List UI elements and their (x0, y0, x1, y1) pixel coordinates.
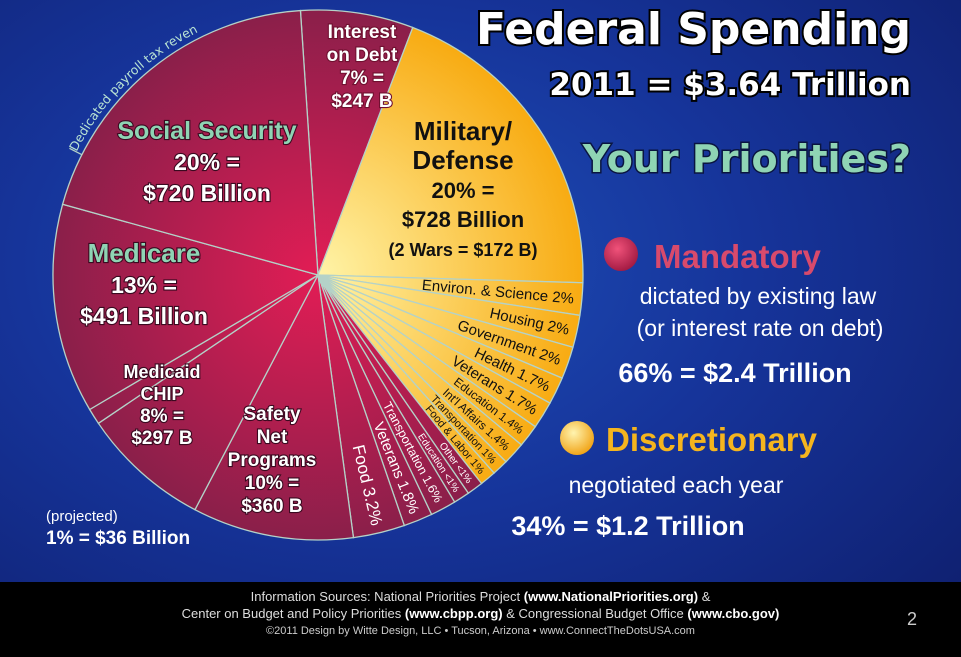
label-interest-3: $247 B (331, 91, 392, 112)
payroll-divider (69, 147, 83, 156)
label-projected-0: (projected) (46, 508, 118, 525)
slice-military (317, 26, 584, 284)
npp-link[interactable]: (www.NationalPriorities.org) (523, 589, 699, 604)
discretionary-legend-dot (560, 421, 594, 455)
chart-subtitle: 2011 = $3.64 Trillion (549, 67, 911, 103)
footer-text: Center on Budget and Policy Priorities (181, 606, 405, 621)
label-medicare-2: $491 Billion (80, 303, 208, 329)
label-safety-net-4: $360 B (241, 496, 302, 517)
footer-sources-line-2: Center on Budget and Policy Priorities (… (0, 606, 961, 621)
label-safety-net-2: Programs (228, 450, 317, 471)
footer-sources-line-1: Information Sources: National Priorities… (0, 589, 961, 604)
label-military-3: $728 Billion (402, 207, 524, 232)
slice-interest (299, 9, 414, 276)
label-military-4: (2 Wars = $172 B) (389, 240, 538, 260)
discretionary-legend-name: Discretionary (606, 421, 818, 458)
mandatory-legend-name: Mandatory (654, 238, 822, 275)
label-medicare-0: Medicare (88, 238, 201, 268)
label-social-security-1: 20% = (174, 149, 240, 175)
page-number: 2 (906, 609, 917, 629)
label-medicaid-2: 8% = (140, 406, 184, 427)
label-interest-1: on Debt (327, 45, 398, 66)
discretionary-desc: negotiated each year (569, 472, 784, 498)
pie (52, 9, 584, 541)
label-social-security-2: $720 Billion (143, 180, 271, 206)
label-medicaid-1: CHIP (140, 384, 183, 404)
label-safety-net-1: Net (257, 427, 288, 448)
label-medicaid-3: $297 B (131, 428, 192, 449)
label-safety-net-3: 10% = (245, 473, 299, 494)
label-military-0: Military/ (414, 116, 512, 146)
slice-safety-net (194, 272, 355, 541)
label-social-security-0: Social Security (117, 117, 296, 145)
slice-medicare (52, 203, 320, 411)
label-military-1: Defense (412, 145, 513, 175)
label-safety-net-0: Safety (243, 404, 300, 425)
mandatory-amount: 66% = $2.4 Trillion (618, 358, 851, 388)
mandatory-desc-2: (or interest rate on debt) (637, 315, 884, 341)
footer: Information Sources: National Priorities… (0, 582, 961, 657)
label-medicaid-0: Medicaid (123, 362, 200, 382)
federal-spending-chart: Dedicated payroll tax revenue: Soc Sec =… (0, 0, 913, 549)
label-interest-0: Interest (328, 22, 397, 43)
footer-text: & (698, 589, 711, 604)
discretionary-amount: 34% = $1.2 Trillion (511, 511, 744, 541)
priorities-question: Your Priorities? (582, 137, 911, 181)
footer-text: & Congressional Budget Office (502, 606, 688, 621)
mandatory-desc-1: dictated by existing law (640, 283, 877, 309)
mandatory-legend-dot (604, 237, 638, 271)
cbo-link[interactable]: (www.cbo.gov) (687, 606, 780, 621)
label-military-2: 20% = (432, 178, 495, 203)
slice-medicaid (97, 274, 319, 511)
cbpp-link[interactable]: (www.cbpp.org) (404, 606, 503, 621)
slice-social-security (61, 9, 319, 276)
label-projected-1: 1% = $36 Billion (46, 528, 190, 549)
footer-copyright: ©2011 Design by Witte Design, LLC • Tucs… (266, 625, 695, 637)
footer-text: Information Sources: National Priorities… (250, 589, 524, 604)
label-medicare-1: 13% = (111, 272, 177, 298)
chart-title: Federal Spending (476, 4, 911, 55)
label-interest-2: 7% = (340, 68, 384, 89)
